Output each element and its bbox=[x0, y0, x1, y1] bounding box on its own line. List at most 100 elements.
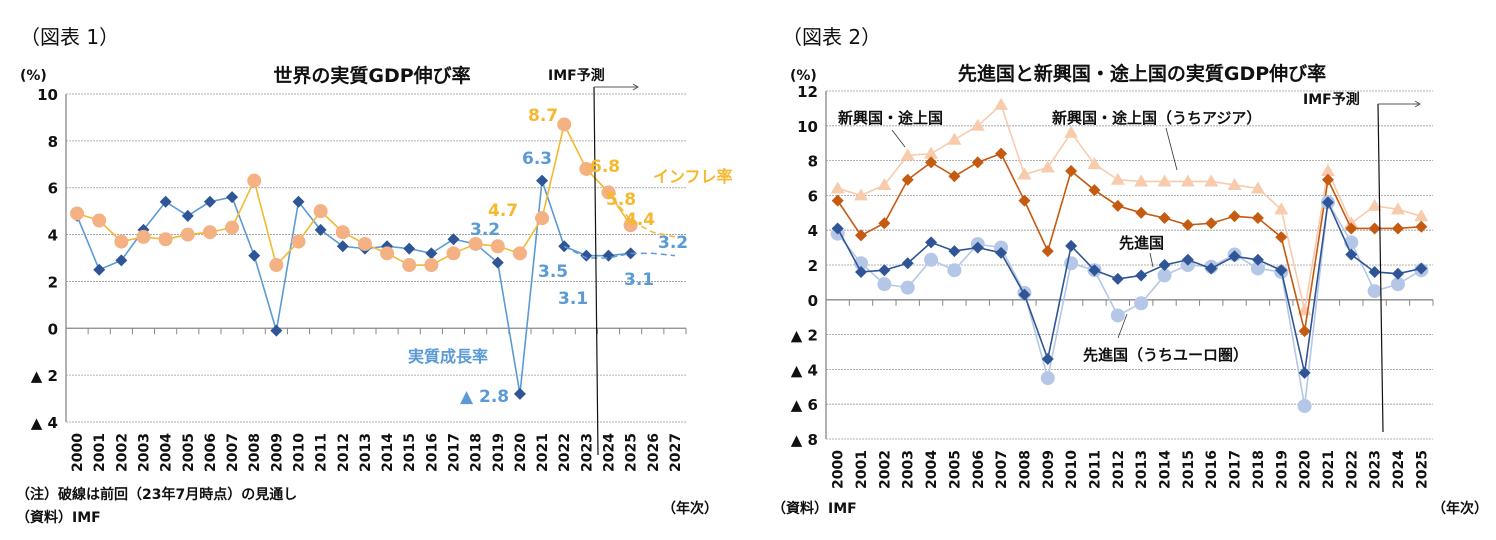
data-point bbox=[335, 225, 350, 240]
y-tick-label: 0 bbox=[48, 320, 58, 338]
data-point bbox=[1251, 212, 1264, 225]
data-point bbox=[357, 236, 372, 251]
x-tick-label: 2000 bbox=[831, 450, 847, 489]
chart-title: 世界の実質GDP伸び率 bbox=[273, 64, 470, 87]
data-point bbox=[1134, 296, 1149, 311]
data-point bbox=[292, 195, 305, 208]
chart-title: 先進国と新興国・途上国の実質GDP伸び率 bbox=[958, 62, 1326, 85]
series-0 bbox=[71, 174, 637, 400]
data-point bbox=[513, 387, 526, 400]
x-tick-label: 2018 bbox=[1251, 450, 1267, 489]
x-tick-label: 2020 bbox=[513, 433, 529, 472]
x-tick-label: 2012 bbox=[336, 433, 352, 472]
data-point bbox=[1415, 220, 1428, 233]
x-tick-label: 2013 bbox=[358, 433, 374, 472]
y-tick-label: 10 bbox=[37, 86, 58, 104]
series-line bbox=[563, 245, 676, 259]
data-point bbox=[995, 246, 1008, 259]
series-label-em: 新興国・途上国 bbox=[838, 109, 943, 127]
data-label: 4.7 bbox=[488, 201, 518, 221]
data-point bbox=[225, 220, 240, 235]
data-point bbox=[1321, 196, 1334, 209]
data-point bbox=[202, 225, 217, 240]
series-line bbox=[76, 180, 631, 395]
note: （注）破線は前回（23年7月時点）の見通し bbox=[16, 486, 297, 503]
data-point bbox=[602, 249, 615, 262]
data-label: 5.8 bbox=[606, 190, 636, 210]
data-point bbox=[948, 245, 961, 258]
figure-label: （図表 1） bbox=[20, 25, 119, 49]
data-label: 3.5 bbox=[538, 262, 568, 282]
source-note: （資料）IMF bbox=[772, 500, 857, 517]
series-line bbox=[76, 122, 632, 267]
data-point bbox=[995, 147, 1008, 160]
data-point bbox=[1414, 209, 1429, 222]
data-point bbox=[490, 239, 505, 254]
x-tick-label: 2003 bbox=[901, 450, 917, 489]
data-label: 4.4 bbox=[625, 210, 655, 230]
x-tick-label: 2015 bbox=[1181, 450, 1197, 489]
data-point bbox=[1250, 261, 1265, 276]
x-tick-label: 2024 bbox=[1391, 450, 1407, 489]
x-tick-label: 2014 bbox=[1158, 450, 1174, 489]
x-tick-label: 2027 bbox=[668, 433, 684, 472]
data-point bbox=[1298, 325, 1311, 338]
data-point bbox=[1018, 288, 1031, 301]
data-point bbox=[624, 247, 637, 260]
data-point bbox=[947, 263, 962, 278]
y-tick-label: 8 bbox=[48, 133, 58, 151]
data-point bbox=[314, 223, 327, 236]
data-point bbox=[1367, 198, 1382, 211]
y-tick-label: ▲ 8 bbox=[791, 431, 818, 449]
label-pointer bbox=[1165, 127, 1178, 171]
series-2 bbox=[563, 245, 676, 259]
x-tick-label: 2015 bbox=[402, 433, 418, 472]
y-tick-label: ▲ 4 bbox=[31, 414, 58, 432]
series-label-asia: 新興国・途上国（うちアジア） bbox=[1052, 109, 1261, 127]
data-point bbox=[403, 242, 416, 255]
data-point bbox=[1297, 398, 1312, 413]
series-line bbox=[837, 103, 1422, 311]
data-point bbox=[1367, 284, 1382, 299]
data-point bbox=[1205, 262, 1218, 275]
data-point bbox=[1321, 173, 1334, 186]
figure-label: （図表 2） bbox=[782, 25, 881, 49]
data-point bbox=[830, 181, 845, 194]
data-point bbox=[1228, 210, 1241, 223]
data-point bbox=[1345, 248, 1358, 261]
y-tick-label: ▲ 2 bbox=[31, 367, 58, 385]
data-point bbox=[180, 227, 195, 242]
data-point bbox=[878, 264, 891, 277]
x-tick-label: 2012 bbox=[1111, 450, 1127, 489]
x-tick-label: 2005 bbox=[947, 450, 963, 489]
data-point bbox=[114, 234, 129, 249]
data-label: 6.3 bbox=[522, 149, 552, 169]
x-tick-label: 2010 bbox=[292, 433, 308, 472]
data-point bbox=[313, 204, 328, 219]
x-tick-label: 2001 bbox=[854, 450, 870, 489]
x-tick-label: 2007 bbox=[225, 433, 241, 472]
x-tick-label: 2006 bbox=[971, 450, 987, 489]
data-point bbox=[947, 132, 962, 145]
x-tick-label: 2002 bbox=[114, 433, 130, 472]
x-tick-label: 2009 bbox=[269, 433, 285, 472]
data-point bbox=[1344, 216, 1359, 229]
data-point bbox=[291, 234, 306, 249]
data-point bbox=[424, 258, 439, 273]
data-point bbox=[970, 118, 985, 131]
data-point bbox=[831, 194, 844, 207]
data-point bbox=[1135, 206, 1148, 219]
data-point bbox=[1111, 272, 1124, 285]
data-point bbox=[994, 97, 1009, 110]
data-point bbox=[203, 195, 216, 208]
data-label: 3.1 bbox=[624, 270, 654, 290]
forecast-divider bbox=[1377, 103, 1384, 433]
data-label: 3.2 bbox=[470, 220, 500, 240]
data-point bbox=[925, 156, 938, 169]
data-point bbox=[1040, 371, 1055, 386]
x-tick-label: 2017 bbox=[447, 433, 463, 472]
source-note: （資料）IMF bbox=[16, 509, 101, 526]
data-point bbox=[855, 265, 868, 278]
arrow-head bbox=[1414, 100, 1421, 108]
x-tick-label: 2006 bbox=[203, 433, 219, 472]
